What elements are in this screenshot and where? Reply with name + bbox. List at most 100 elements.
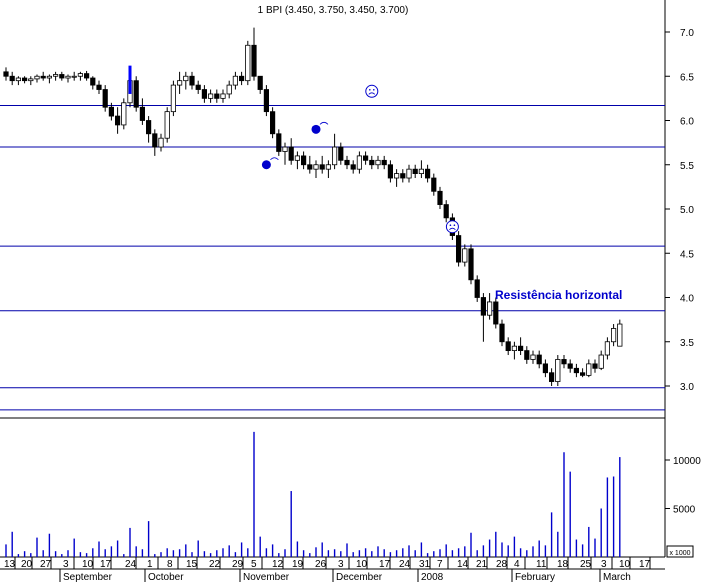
date-label-17: 10 <box>356 559 368 570</box>
candle-body-66 <box>412 168 418 175</box>
buy-signal-dot-0 <box>261 160 271 170</box>
candle-body-99 <box>617 323 623 347</box>
candle-body-3 <box>21 77 28 82</box>
frown-face-outline-3 <box>445 220 459 234</box>
date-label-8: 8 <box>167 559 173 570</box>
candle-body-78 <box>486 301 493 316</box>
price-tick-label-4: 5.0 <box>680 205 694 216</box>
candle-body-13 <box>84 73 90 79</box>
candle-body-46 <box>288 146 294 161</box>
date-label-31: 17 <box>639 559 651 570</box>
candle-body-43 <box>269 111 276 135</box>
horizontal-lines <box>0 104 665 411</box>
candle-body-62 <box>387 164 394 179</box>
candle-body-37 <box>232 75 238 86</box>
candle-body-97 <box>604 341 611 356</box>
frown-face-eye-right-3 <box>453 224 456 226</box>
candle-body-32 <box>201 89 207 99</box>
date-label-27: 18 <box>557 559 569 570</box>
date-label-13: 12 <box>272 559 284 570</box>
candle-body-93 <box>580 372 586 376</box>
candle-body-41 <box>257 75 263 90</box>
month-label-0: September <box>63 572 113 582</box>
candle-body-16 <box>102 89 108 108</box>
candle-body-23 <box>145 120 152 135</box>
date-label-3: 3 <box>63 559 69 570</box>
candle-body-70 <box>437 190 443 205</box>
candle-body-87 <box>542 363 549 374</box>
candle-body-76 <box>474 279 480 298</box>
chart-title: 1 BPI (3.450, 3.750, 3.450, 3.700) <box>258 5 409 16</box>
price-tick-label-0: 7.0 <box>680 28 694 39</box>
candle-body-7 <box>46 75 53 79</box>
candle-body-31 <box>195 84 201 90</box>
candle-body-8 <box>53 74 59 77</box>
candle-body-0 <box>3 71 9 77</box>
month-label-2: November <box>243 572 290 582</box>
frown-face-outline-2 <box>365 84 379 98</box>
candle-body-65 <box>406 168 412 179</box>
date-label-22: 14 <box>457 559 469 570</box>
date-label-2: 27 <box>40 559 52 570</box>
date-label-7: 1 <box>147 559 153 570</box>
candle-body-54 <box>338 146 344 161</box>
candle-body-98 <box>611 328 617 343</box>
volume-bars <box>5 431 621 557</box>
annotation-resistencia: Resistência horizontal <box>495 288 622 302</box>
signal-markers <box>128 65 459 234</box>
date-label-28: 25 <box>580 559 592 570</box>
candle-body-11 <box>71 75 77 78</box>
candle-body-44 <box>276 133 282 152</box>
candle-body-9 <box>59 74 65 79</box>
candle-body-59 <box>369 159 375 166</box>
candle-body-73 <box>455 235 462 263</box>
price-axis: 7.0 6.5 6.0 5.5 5.0 4.5 4.0 3.5 3.0 <box>665 28 694 393</box>
frown-face-eye-right-2 <box>373 88 375 91</box>
price-tick-label-2: 6.0 <box>680 117 694 128</box>
candle-body-50 <box>313 164 319 170</box>
candle-body-2 <box>15 77 22 82</box>
candle-body-84 <box>524 350 530 360</box>
frown-face-eye-left-3 <box>449 224 452 226</box>
candle-body-83 <box>518 345 524 351</box>
candle-body-17 <box>108 106 114 117</box>
candle-body-85 <box>530 354 536 360</box>
month-label-6: March <box>603 572 631 582</box>
candle-body-63 <box>393 173 400 179</box>
candle-body-33 <box>207 93 214 99</box>
month-label-3: December <box>336 572 383 582</box>
candle-body-35 <box>220 93 226 99</box>
candle-body-5 <box>34 75 40 80</box>
candle-body-91 <box>567 363 573 369</box>
candle-body-80 <box>499 323 505 343</box>
candle-body-40 <box>251 44 257 77</box>
frown-face-mouth-3 <box>449 227 456 230</box>
candle-body-25 <box>158 137 164 148</box>
candle-body-30 <box>189 75 195 86</box>
candle-body-18 <box>115 115 121 126</box>
month-label-1: October <box>148 572 184 582</box>
candle-body-10 <box>65 75 71 79</box>
date-label-0: 13 <box>4 559 16 570</box>
date-label-20: 31 <box>419 559 431 570</box>
date-label-30: 10 <box>619 559 631 570</box>
candle-body-42 <box>263 89 270 113</box>
candle-body-92 <box>573 367 580 374</box>
candle-body-67 <box>418 168 425 175</box>
frown-face-mouth-2 <box>368 92 376 95</box>
date-label-5: 17 <box>100 559 112 570</box>
date-label-12: 5 <box>251 559 257 570</box>
candle-body-1 <box>9 75 15 82</box>
candle-body-95 <box>592 363 598 369</box>
date-axis: 13 20 27 3 10 17 24 1 8 15 22 29 5 12 19 26 3 10 17 24 31 7 14… <box>4 557 651 582</box>
candle-body-61 <box>381 159 387 166</box>
date-label-19: 24 <box>399 559 411 570</box>
frown-face-eye-left-2 <box>369 88 371 91</box>
date-label-16: 3 <box>338 559 344 570</box>
candle-body-12 <box>77 73 83 77</box>
date-label-26: 11 <box>536 559 547 570</box>
date-label-11: 29 <box>232 559 244 570</box>
date-label-9: 15 <box>186 559 198 570</box>
candle-body-24 <box>152 133 158 148</box>
